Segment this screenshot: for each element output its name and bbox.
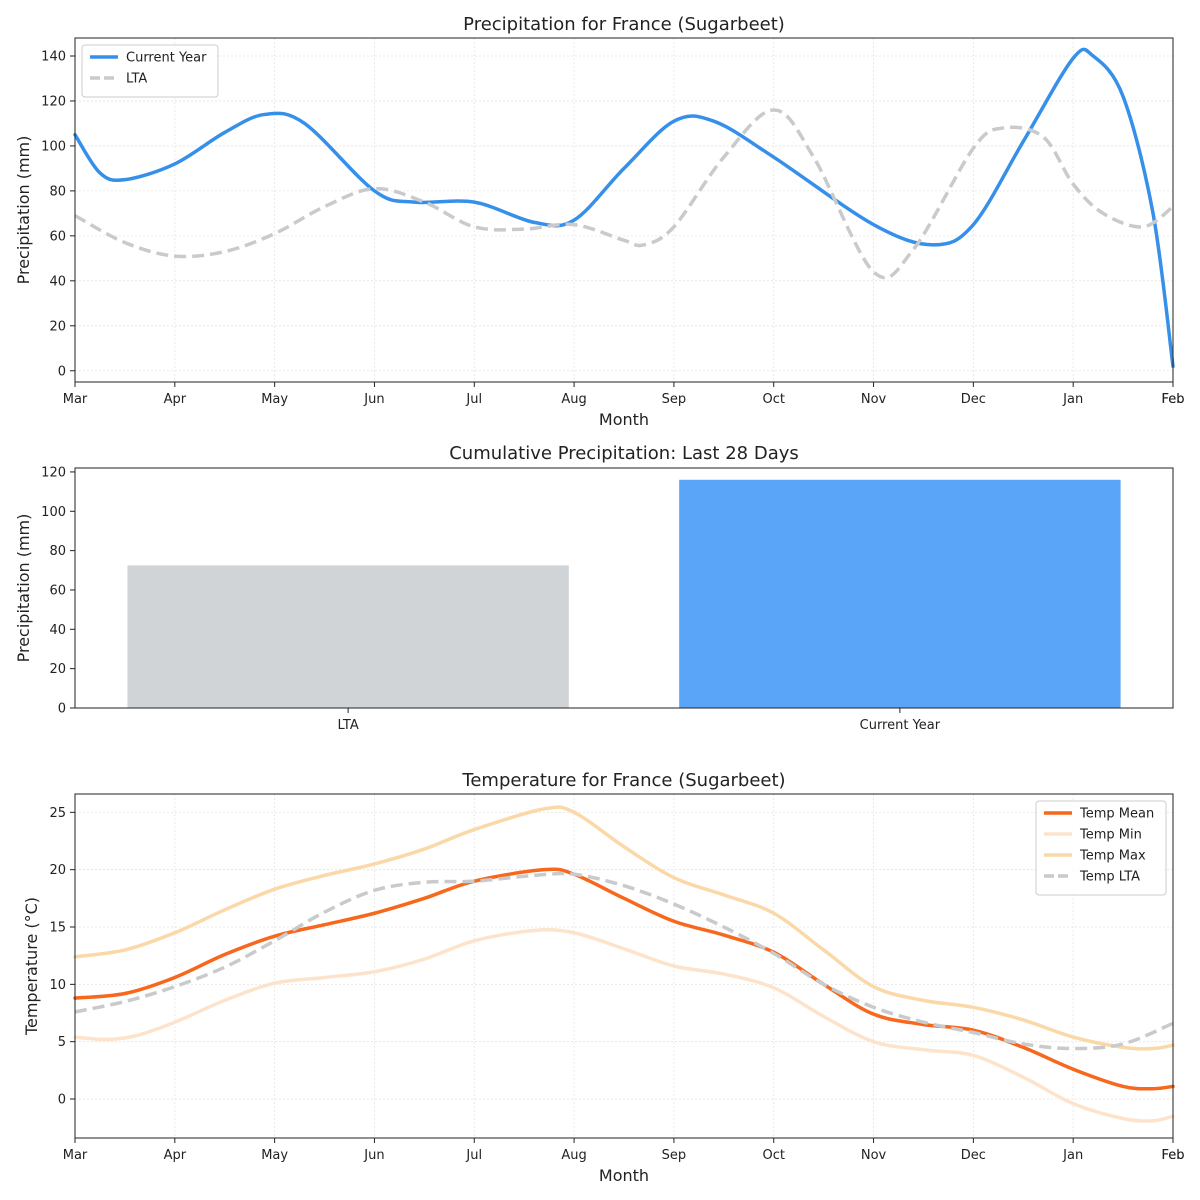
x-tick-label: Nov: [861, 392, 887, 407]
y-axis-label: Temperature (°C): [22, 897, 41, 1036]
y-tick-label: 15: [49, 921, 66, 936]
legend: Temp Mean Temp Min Temp Max Temp LTA: [1035, 800, 1167, 896]
x-tick-label: Jul: [465, 1148, 482, 1163]
chart-title: Cumulative Precipitation: Last 28 Days: [449, 443, 799, 464]
y-tick-label: 0: [58, 702, 66, 717]
legend-label: LTA: [126, 72, 147, 87]
y-tick-label: 100: [41, 505, 66, 520]
x-tick-label: Mar: [63, 1148, 88, 1163]
x-tick-label: Apr: [164, 1148, 187, 1163]
x-tick-label: Sep: [662, 392, 687, 407]
x-tick-label: May: [261, 392, 288, 407]
x-tick-label: Feb: [1161, 1148, 1184, 1163]
series-line-temp-max: [73, 805, 1175, 1051]
legend-label: Temp Max: [1079, 849, 1146, 864]
series-line-temp-min: [73, 928, 1175, 1123]
chart-title: Precipitation for France (Sugarbeet): [463, 14, 785, 35]
series-line-lta: [74, 108, 1175, 280]
x-tick-label: LTA: [337, 718, 358, 733]
y-tick-label: 40: [49, 274, 66, 289]
x-tick-label: Apr: [164, 392, 187, 407]
y-tick-label: 0: [58, 1093, 66, 1108]
legend-label: Current Year: [126, 51, 207, 66]
temperature-line-chart: Temperature for France (Sugarbeet) Mar Ap…: [22, 770, 1185, 1185]
x-axis-label: Month: [599, 1166, 649, 1185]
y-tick-label: 120: [41, 94, 66, 109]
x-tick-label: Sep: [662, 1148, 687, 1163]
y-tick-label: 60: [49, 583, 66, 598]
x-tick-label: Jun: [363, 1148, 384, 1163]
y-tick-label: 0: [58, 364, 66, 379]
y-tick-label: 80: [49, 184, 66, 199]
y-tick-label: 10: [49, 978, 66, 993]
x-tick-label: Oct: [762, 1148, 784, 1163]
legend-label: Temp Mean: [1079, 807, 1154, 822]
x-tick-label: Jul: [465, 392, 482, 407]
chart-title: Temperature for France (Sugarbeet): [461, 770, 785, 791]
x-tick-label: Feb: [1161, 392, 1184, 407]
y-tick-label: 20: [49, 319, 66, 334]
plot-frame: [74, 793, 1174, 1139]
x-tick-label: Feb: [1161, 392, 1184, 407]
x-tick-label: Mar: [63, 392, 88, 407]
bar-lta: [127, 565, 569, 708]
y-tick-label: 20: [49, 863, 66, 878]
y-axis-label: Precipitation (mm): [14, 514, 33, 663]
legend-box: [1035, 800, 1167, 896]
y-tick-label: 100: [41, 139, 66, 154]
y-tick-label: 140: [41, 49, 66, 64]
x-tick-label: Feb: [1161, 1148, 1184, 1163]
legend: Current Year LTA: [81, 44, 219, 98]
y-tick-label: 25: [49, 806, 66, 821]
y-tick-label: 20: [49, 662, 66, 677]
y-axis-label: Precipitation (mm): [14, 136, 33, 285]
x-tick-label: Current Year: [860, 718, 941, 733]
x-tick-label: Dec: [961, 1148, 986, 1163]
x-tick-label: Oct: [762, 392, 784, 407]
bar-current-year: [679, 479, 1121, 708]
y-tick-label: 5: [58, 1035, 66, 1050]
x-tick-label: Aug: [561, 1148, 586, 1163]
x-axis-label: Month: [599, 410, 649, 429]
precipitation-line-chart: Precipitation for France (Sugarbeet) Mar…: [14, 14, 1185, 429]
x-tick-label: Aug: [561, 392, 586, 407]
series-line-temp-lta: [74, 871, 1174, 1051]
x-tick-label: Jan: [1062, 392, 1083, 407]
series-line-current-year: [73, 47, 1175, 369]
legend-label: Temp LTA: [1079, 870, 1140, 885]
y-tick-label: 80: [49, 544, 66, 559]
x-tick-label: Nov: [861, 1148, 887, 1163]
x-tick-label: Jun: [363, 392, 384, 407]
x-tick-label: May: [261, 1148, 288, 1163]
series-line-temp-mean: [73, 867, 1175, 1091]
y-tick-label: 120: [41, 465, 66, 480]
cumulative-precipitation-bar-chart: Cumulative Precipitation: Last 28 Days L…: [14, 443, 1174, 733]
legend-label: Temp Min: [1079, 828, 1142, 843]
y-tick-label: 60: [49, 229, 66, 244]
x-tick-label: Dec: [961, 392, 986, 407]
plot-frame: [74, 37, 1174, 383]
plot-frame: [74, 467, 1174, 709]
y-tick-label: 40: [49, 623, 66, 638]
x-tick-label: Jan: [1062, 1148, 1083, 1163]
